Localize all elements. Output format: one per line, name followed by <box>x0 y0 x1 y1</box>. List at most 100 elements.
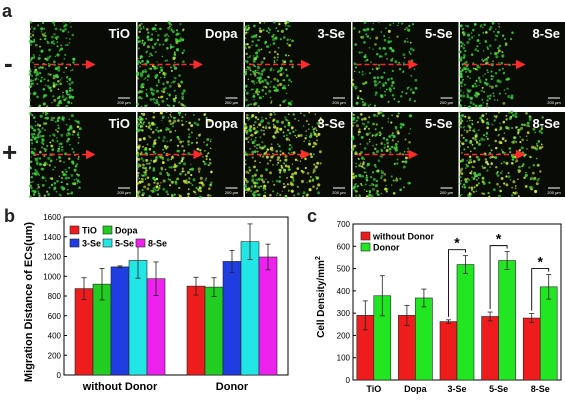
cell-dot <box>476 45 479 48</box>
cell-dot <box>485 160 489 164</box>
cell-dot <box>165 190 169 194</box>
cell-dot <box>29 84 33 88</box>
cell-dot <box>34 168 37 171</box>
cell-dot <box>170 166 173 169</box>
cell-dot <box>150 128 153 131</box>
cell-dot <box>208 161 212 165</box>
cell-dot <box>469 77 471 79</box>
cell-dot <box>244 72 248 76</box>
cell-dot <box>491 123 494 126</box>
cell-dot <box>141 129 144 132</box>
cell-dot <box>481 98 484 101</box>
cell-dot <box>477 129 480 132</box>
cell-dot <box>267 31 270 34</box>
cell-dot <box>465 163 468 166</box>
cell-dot <box>354 174 358 178</box>
cell-dot <box>309 152 313 156</box>
cell-dot <box>290 80 293 83</box>
cell-dot <box>396 35 399 38</box>
cell-dot <box>257 39 260 42</box>
legend-swatch <box>69 238 80 248</box>
cell-dot <box>178 114 181 116</box>
cell-dot <box>170 111 172 114</box>
cell-dot <box>65 92 68 95</box>
cell-dot <box>296 167 300 170</box>
cell-dot <box>257 72 261 75</box>
cell-dot <box>53 181 57 185</box>
cell-dot <box>408 24 411 28</box>
cell-dot <box>69 38 71 40</box>
cell-dot <box>269 96 272 99</box>
cell-dot <box>164 72 167 76</box>
cell-dot <box>501 51 504 54</box>
cell-dot <box>276 192 279 195</box>
cell-dot <box>248 169 252 172</box>
cell-dot <box>253 181 257 185</box>
cell-dot <box>142 159 145 163</box>
cell-dot <box>251 40 254 43</box>
cell-dot <box>359 143 362 145</box>
cell-dot <box>374 147 377 151</box>
cell-dot <box>391 80 395 85</box>
cell-dot <box>257 177 261 181</box>
cell-dot <box>352 147 355 150</box>
cell-dot <box>58 147 60 150</box>
cell-dot <box>396 114 399 118</box>
cell-dot <box>146 35 150 39</box>
cell-dot <box>501 34 505 37</box>
cell-dot <box>387 29 391 33</box>
cell-dot <box>64 168 67 171</box>
cell-dot <box>252 124 255 127</box>
cell-dot <box>47 193 51 196</box>
cell-dot <box>49 141 52 144</box>
cell-dot <box>56 41 59 44</box>
cell-dot <box>461 68 464 72</box>
cell-dot <box>262 126 265 129</box>
cell-dot <box>474 138 477 141</box>
cell-dot <box>302 191 306 195</box>
cell-dot <box>179 22 182 26</box>
cell-dot <box>136 154 140 158</box>
cell-dot <box>78 127 82 131</box>
cell-dot <box>466 95 470 99</box>
cell-dot <box>249 69 252 72</box>
cell-dot <box>33 91 37 95</box>
cell-dot <box>384 27 387 30</box>
x-category-label: Donor <box>216 381 249 393</box>
cell-dot <box>372 178 376 181</box>
cell-dot <box>368 132 371 135</box>
cell-dot <box>507 94 511 99</box>
cell-dot <box>204 150 206 152</box>
cell-dot <box>156 61 158 63</box>
cell-dot <box>148 194 151 198</box>
cell-dot <box>295 129 297 131</box>
cell-dot <box>488 85 491 88</box>
cell-dot <box>383 35 386 37</box>
cell-dot <box>475 155 479 159</box>
cell-dot <box>136 26 140 29</box>
cell-dot <box>354 66 358 69</box>
cell-dot <box>485 121 490 125</box>
cell-dot <box>493 30 495 33</box>
cell-dot <box>154 50 157 54</box>
cell-dot <box>196 147 200 151</box>
cell-dot <box>31 82 34 85</box>
cell-dot <box>360 182 363 185</box>
cell-dot <box>38 45 42 48</box>
cell-dot <box>66 80 68 83</box>
cell-dot <box>35 74 38 77</box>
cell-dot <box>287 190 290 192</box>
cell-dot <box>249 55 252 57</box>
cell-dot <box>373 104 377 107</box>
cell-dot <box>459 145 462 148</box>
cell-dot <box>528 166 531 169</box>
cell-dot <box>139 40 142 43</box>
cell-dot <box>247 45 251 49</box>
cell-dot <box>62 29 65 33</box>
cell-dot <box>155 129 158 131</box>
cell-dot <box>153 101 156 104</box>
cell-dot <box>410 41 412 44</box>
cell-dot <box>538 146 542 150</box>
cell-dot <box>360 150 363 154</box>
cell-dot <box>402 53 406 57</box>
